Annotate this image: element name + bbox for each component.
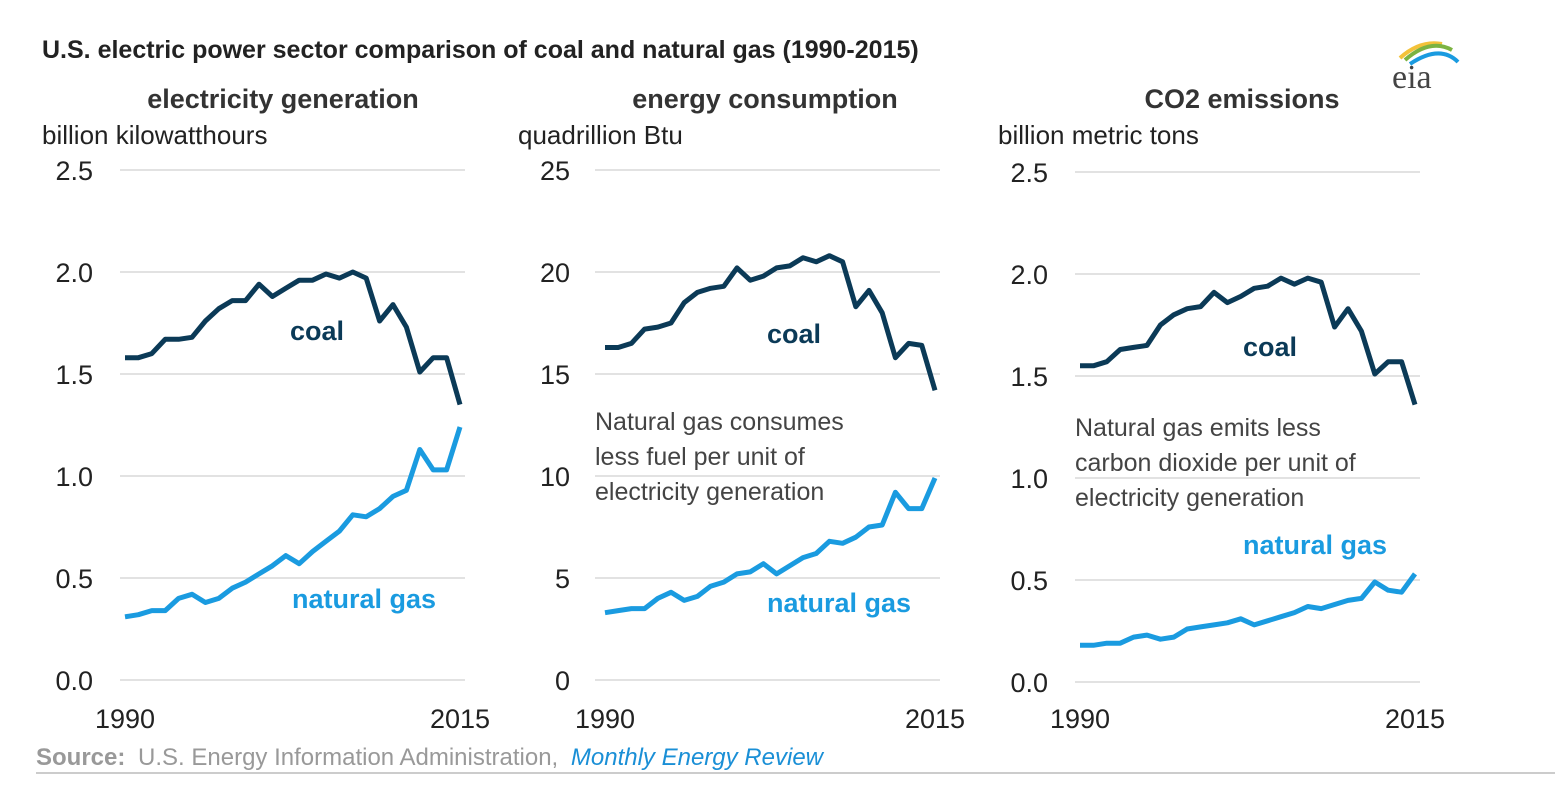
panel-3: CO2 emissions billion metric tons 0.0 0.5 1.… [998, 84, 1445, 734]
y-tick-label: 25 [540, 156, 570, 186]
y-tick-label: 2.0 [55, 258, 93, 288]
source-label: Source: [36, 744, 125, 771]
annotation-line: electricity generation [595, 478, 824, 506]
natural-gas-line [124, 426, 463, 620]
y-tick-label: 1.5 [1010, 362, 1048, 392]
annotation-line: less fuel per unit of [595, 443, 805, 471]
annotation-line: carbon dioxide per unit of [1075, 449, 1356, 477]
panel-2: energy consumption quadrillion Btu 0 5 10 15 2… [518, 84, 965, 734]
y-tick-label: 2.0 [1010, 260, 1048, 290]
y-tick-label: 0.5 [1010, 566, 1048, 596]
y-axis-label: quadrillion Btu [518, 120, 683, 150]
natural-gas-series-label: natural gas [292, 584, 436, 614]
coal-line [125, 269, 463, 406]
annotation-line: electricity generation [1075, 484, 1304, 512]
y-tick-label: 0 [555, 666, 570, 696]
coal-series-label: coal [290, 316, 344, 346]
y-tick-label: 0.0 [55, 666, 93, 696]
coal-series-label: coal [1243, 332, 1297, 362]
y-tick-label: 2.5 [1010, 158, 1048, 188]
panel-title: CO2 emissions [1144, 84, 1339, 114]
natural-gas-series-label: natural gas [767, 588, 911, 618]
y-tick-label: 1.0 [1010, 464, 1048, 494]
natural-gas-line [604, 477, 938, 616]
panel-title: energy consumption [632, 84, 898, 114]
natural-gas-series-label: natural gas [1243, 530, 1387, 560]
y-tick-label: 20 [540, 258, 570, 288]
y-tick-label: 10 [540, 462, 570, 492]
y-tick-label: 5 [555, 564, 570, 594]
eia-logo: eia [1392, 41, 1460, 96]
x-tick-label: 2015 [1385, 704, 1445, 734]
coal-line [605, 253, 938, 392]
x-tick-label: 1990 [95, 704, 155, 734]
source-note: Source: U.S. Energy Information Administ… [36, 744, 825, 771]
y-tick-label: 0.0 [1010, 668, 1048, 698]
panel-1: electricity generation billion kilowattho… [42, 84, 490, 734]
panel-title: electricity generation [147, 84, 419, 114]
y-tick-label: 2.5 [55, 156, 93, 186]
source-link[interactable]: Monthly Energy Review [571, 744, 825, 771]
svg-text:eia: eia [1392, 59, 1432, 96]
y-tick-label: 1.0 [55, 462, 93, 492]
y-tick-label: 0.5 [55, 564, 93, 594]
source-text: U.S. Energy Information Administration, [138, 744, 558, 771]
x-tick-label: 1990 [1050, 704, 1110, 734]
chart-title: U.S. electric power sector comparison of… [42, 36, 919, 64]
coal-line [1080, 275, 1418, 406]
y-axis-label: billion kilowatthours [42, 120, 267, 150]
annotation-line: Natural gas emits less [1075, 414, 1321, 442]
y-tick-label: 1.5 [55, 360, 93, 390]
annotation-line: Natural gas consumes [595, 408, 844, 436]
x-tick-label: 2015 [430, 704, 490, 734]
y-axis-label: billion metric tons [998, 120, 1199, 150]
coal-series-label: coal [767, 319, 821, 349]
x-tick-label: 1990 [575, 704, 635, 734]
y-tick-label: 15 [540, 360, 570, 390]
natural-gas-line [1080, 572, 1418, 648]
x-tick-label: 2015 [905, 704, 965, 734]
